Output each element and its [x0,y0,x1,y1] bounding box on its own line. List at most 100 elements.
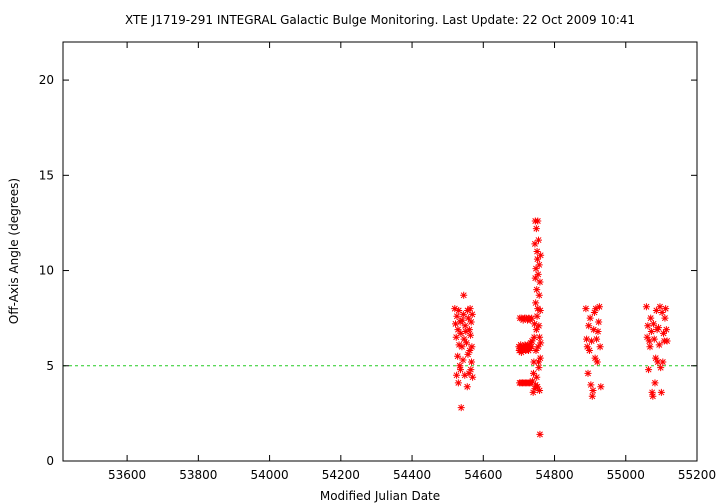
data-point [658,308,666,316]
y-tick-label: 5 [46,359,54,373]
data-point [456,362,464,370]
data-point [469,373,477,381]
data-point [533,286,541,294]
data-point [459,310,467,318]
data-point [591,354,599,362]
y-tick-label: 10 [39,264,54,278]
data-point [530,333,538,341]
data-point [457,329,465,337]
data-point [532,299,540,307]
data-point [534,343,542,351]
data-point [590,308,598,316]
data-point [662,305,670,313]
data-point [528,314,536,322]
data-point [531,274,539,282]
data-point [534,270,542,278]
data-point [536,430,544,438]
data-point [462,327,470,335]
data-point [650,320,658,328]
data-point [456,366,464,374]
data-point [595,318,603,326]
data-point [536,387,544,395]
data-point [537,339,545,347]
data-point [465,369,473,377]
data-point [467,366,475,374]
data-point [529,388,537,396]
data-point [452,320,460,328]
y-axis-label: Off-Axis Angle (degrees) [7,178,21,324]
data-point [593,335,601,343]
data-point [452,333,460,341]
data-point [587,381,595,389]
data-points [451,217,671,438]
data-point [464,350,472,358]
data-point [453,371,461,379]
x-axis-label: Modified Julian Date [320,489,440,503]
data-point [644,322,652,330]
data-point [460,291,468,299]
data-point [535,261,543,269]
data-point [648,388,656,396]
data-point [461,322,469,330]
y-tick-label: 0 [46,454,54,468]
data-point [531,320,539,328]
data-point [532,347,540,355]
data-point [582,305,590,313]
data-point [586,314,594,322]
data-point [535,236,542,244]
data-point [660,329,668,337]
data-point [466,305,474,313]
data-point [588,392,596,400]
data-point [468,358,476,366]
data-point [592,305,600,313]
data-point [534,217,542,225]
data-point [647,314,655,322]
data-point [528,337,536,345]
data-point [532,225,540,233]
data-point [585,347,593,355]
x-tick-label: 53600 [108,468,146,482]
data-point [454,326,462,334]
data-point [537,251,545,259]
data-point [657,364,665,372]
data-point [453,312,461,320]
data-point [532,265,540,273]
data-point [584,369,592,377]
data-point [589,387,597,395]
data-point [465,326,473,334]
data-point [536,333,544,341]
data-point [458,316,466,324]
data-point [656,303,664,311]
data-point [461,371,469,379]
data-point [654,358,662,366]
data-point [595,303,603,311]
data-point [463,383,471,391]
data-point [464,314,472,322]
data-point [643,333,651,341]
data-point [535,291,543,299]
data-point [466,331,474,339]
data-point [536,354,544,362]
data-point [645,337,653,345]
data-point [650,335,658,343]
data-point [454,379,462,387]
data-point [661,314,669,322]
data-point [531,240,539,248]
x-tick-label: 54000 [250,468,288,482]
data-point [652,307,660,315]
data-point [530,358,538,366]
x-tick-label: 55200 [678,468,716,482]
data-point [535,358,542,366]
data-point [652,354,660,362]
data-point [533,248,541,255]
data-point [655,324,663,332]
data-point [533,255,541,263]
data-point [459,356,467,364]
data-point [533,312,541,320]
x-tick-label: 54400 [393,468,431,482]
data-point [468,310,476,318]
data-point [535,322,543,330]
data-point [594,327,602,335]
data-point [596,343,604,351]
